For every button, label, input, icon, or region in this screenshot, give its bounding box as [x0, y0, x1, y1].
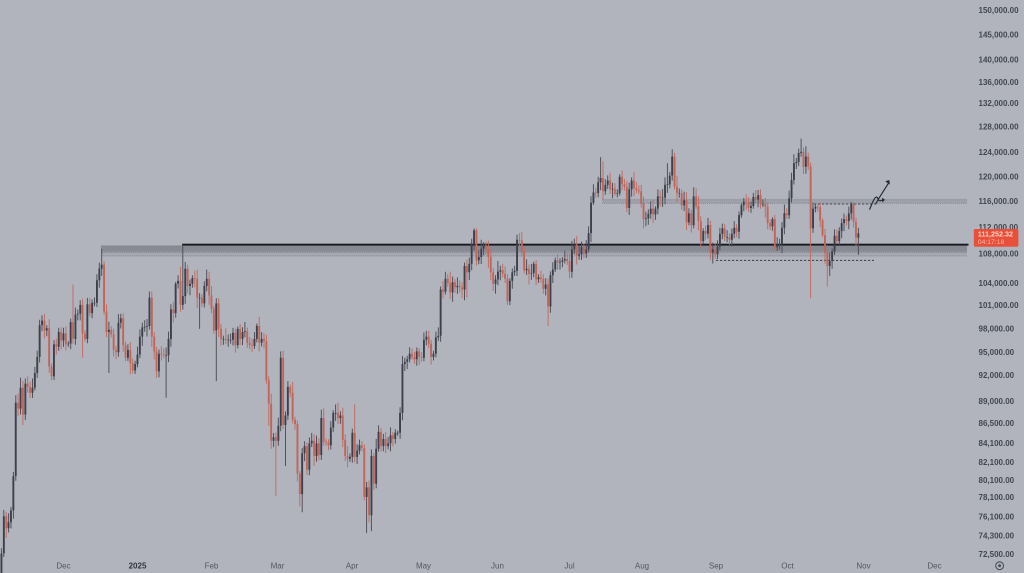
svg-text:Sep: Sep — [709, 562, 724, 571]
svg-text:132,000.00: 132,000.00 — [979, 99, 1020, 108]
svg-text:84,100.00: 84,100.00 — [979, 439, 1015, 448]
svg-text:72,500.00: 72,500.00 — [979, 550, 1015, 559]
svg-text:104,000.00: 104,000.00 — [979, 279, 1020, 288]
svg-text:76,100.00: 76,100.00 — [979, 513, 1015, 522]
svg-text:Feb: Feb — [205, 562, 219, 571]
svg-text:145,000.00: 145,000.00 — [979, 31, 1020, 40]
svg-text:May: May — [416, 562, 431, 571]
svg-text:Oct: Oct — [781, 562, 794, 571]
svg-text:Dec: Dec — [927, 562, 941, 571]
svg-text:98,000.00: 98,000.00 — [979, 325, 1015, 334]
svg-text:Aug: Aug — [635, 562, 649, 571]
svg-text:112,000.00: 112,000.00 — [979, 223, 1019, 232]
svg-text:Dec: Dec — [56, 562, 70, 571]
svg-text:116,000.00: 116,000.00 — [979, 197, 1019, 206]
svg-text:74,300.00: 74,300.00 — [979, 532, 1015, 541]
svg-text:111,252.32: 111,252.32 — [978, 229, 1013, 238]
svg-text:92,000.00: 92,000.00 — [979, 371, 1015, 380]
svg-text:Mar: Mar — [271, 562, 285, 571]
svg-text:95,000.00: 95,000.00 — [979, 348, 1015, 357]
svg-text:89,000.00: 89,000.00 — [979, 397, 1015, 406]
svg-text:Jun: Jun — [491, 562, 504, 571]
svg-text:2025: 2025 — [129, 562, 147, 571]
svg-text:04:17:18: 04:17:18 — [978, 239, 1005, 246]
svg-text:Nov: Nov — [856, 562, 870, 571]
svg-text:136,000.00: 136,000.00 — [979, 78, 1020, 87]
svg-text:101,000.00: 101,000.00 — [979, 301, 1020, 310]
svg-text:150,000.00: 150,000.00 — [979, 6, 1020, 15]
svg-text:86,500.00: 86,500.00 — [979, 419, 1015, 428]
svg-text:80,100.00: 80,100.00 — [979, 476, 1015, 485]
svg-text:78,100.00: 78,100.00 — [979, 493, 1015, 502]
svg-text:Jul: Jul — [564, 562, 574, 571]
svg-text:108,000.00: 108,000.00 — [979, 249, 1020, 258]
svg-text:Apr: Apr — [346, 562, 359, 571]
svg-text:140,000.00: 140,000.00 — [979, 56, 1020, 65]
svg-text:120,000.00: 120,000.00 — [979, 172, 1020, 181]
svg-text:82,100.00: 82,100.00 — [979, 458, 1015, 467]
svg-text:128,000.00: 128,000.00 — [979, 122, 1020, 131]
svg-text:124,000.00: 124,000.00 — [979, 148, 1020, 157]
